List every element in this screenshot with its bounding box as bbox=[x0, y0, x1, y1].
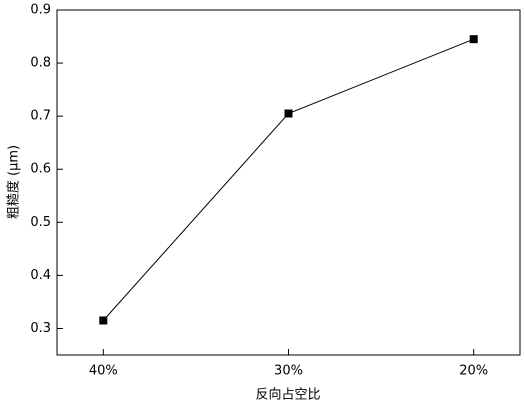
data-point bbox=[284, 109, 293, 118]
x-tick-label: 40% bbox=[89, 364, 118, 379]
data-line bbox=[102, 38, 474, 321]
y-axis-title: 粗糙度 (μm) bbox=[6, 145, 22, 219]
plot-frame bbox=[56, 9, 521, 356]
y-tick-label: 0.4 bbox=[30, 268, 51, 283]
data-point bbox=[469, 35, 478, 44]
x-tick-label: 20% bbox=[459, 364, 488, 379]
y-tick-label: 0.7 bbox=[30, 109, 51, 124]
x-tick-label: 30% bbox=[274, 364, 303, 379]
x-axis-title: 反向占空比 bbox=[255, 387, 320, 403]
y-tick-label: 0.9 bbox=[30, 3, 51, 18]
y-tick-label: 0.8 bbox=[30, 56, 51, 71]
data-point bbox=[99, 316, 108, 325]
y-tick-label: 0.5 bbox=[30, 215, 51, 230]
y-tick-label: 0.3 bbox=[30, 321, 51, 336]
y-tick-label: 0.6 bbox=[30, 162, 51, 177]
